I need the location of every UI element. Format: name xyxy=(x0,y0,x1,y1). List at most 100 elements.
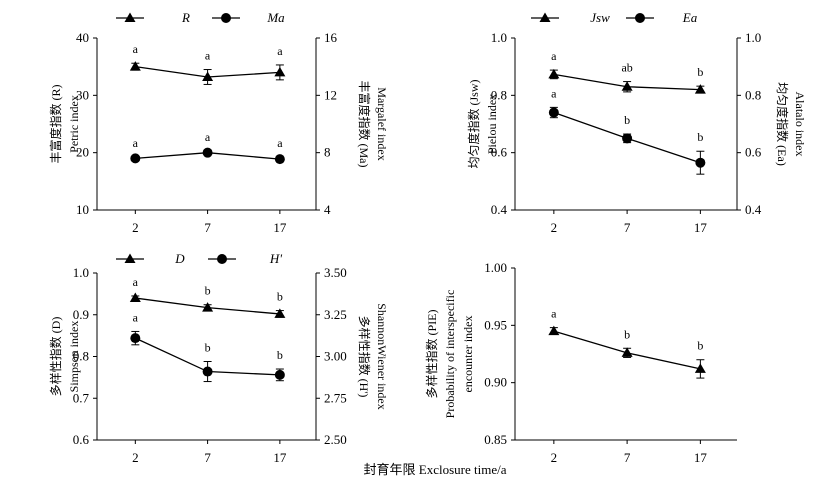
y-axis-label-left: 丰富度指数 (R) xyxy=(48,84,63,163)
significance-letter: b xyxy=(624,113,630,127)
significance-letter: a xyxy=(133,310,139,324)
y-tick-label-left: 0.90 xyxy=(484,375,507,390)
significance-letter: a xyxy=(205,130,211,144)
y-tick-label-left: 1.00 xyxy=(484,260,507,275)
legend-label: D xyxy=(174,251,185,266)
y-tick-label-right: 1.0 xyxy=(745,30,761,45)
chart-panel-2: 0.4 0.6 0.8 1.0 0.4 0.6 0.8 1.0 2 7 17 均匀度指数 (Jsw) P… xyxy=(466,10,807,235)
y-tick-label-left: 0.95 xyxy=(484,317,507,332)
data-point-circle xyxy=(695,157,706,168)
y-axis-label-left: Petric index xyxy=(67,95,81,153)
significance-letter: b xyxy=(205,284,211,298)
y-axis-label-left: 均匀度指数 (Jsw) xyxy=(466,79,481,168)
data-point-circle xyxy=(274,154,285,165)
y-tick-label-left: 0.9 xyxy=(73,307,89,322)
x-tick-label: 17 xyxy=(694,450,708,465)
legend-marker-triangle xyxy=(124,253,136,263)
data-point-triangle xyxy=(548,325,560,336)
significance-letter: ab xyxy=(621,61,632,75)
legend-label: Ea xyxy=(682,10,698,25)
data-point-triangle xyxy=(274,66,286,77)
y-tick-label-left: 0.4 xyxy=(491,202,508,217)
x-tick-label: 17 xyxy=(694,220,708,235)
y-tick-label-right: 0.4 xyxy=(745,202,762,217)
y-axis-label-right: 多样性指数 (H') xyxy=(357,316,372,398)
legend-marker-triangle xyxy=(539,12,551,22)
y-tick-label-left: 1.0 xyxy=(491,30,507,45)
y-tick-label-left: 0.8 xyxy=(491,87,507,102)
significance-letter: a xyxy=(205,49,211,63)
y-tick-label-left: 0.8 xyxy=(73,349,89,364)
y-tick-label-left: 0.85 xyxy=(484,432,507,447)
significance-letter: a xyxy=(551,49,557,63)
data-point-triangle xyxy=(548,68,560,79)
y-axis-label-left: Pielou index xyxy=(485,94,499,154)
legend-marker-circle xyxy=(217,254,227,264)
x-tick-label: 2 xyxy=(132,450,139,465)
data-point-circle xyxy=(130,333,141,344)
y-axis-label-right: Margalef index xyxy=(375,87,389,160)
x-tick-label: 2 xyxy=(551,450,558,465)
data-point-circle xyxy=(274,369,285,380)
y-tick-label-left: 0.7 xyxy=(73,390,90,405)
y-tick-label-right: 2.50 xyxy=(324,432,347,447)
significance-letter: b xyxy=(697,130,703,144)
y-axis-label-left: Probability of interspecific xyxy=(443,290,457,419)
data-point-circle xyxy=(130,153,141,164)
y-tick-label-right: 3.50 xyxy=(324,265,347,280)
y-tick-label-left: 0.6 xyxy=(491,145,508,160)
data-point-circle xyxy=(202,147,213,158)
data-point-circle xyxy=(622,133,633,144)
y-axis-label-right: Alatalo index xyxy=(793,92,807,157)
x-tick-label: 7 xyxy=(624,220,631,235)
x-tick-label: 17 xyxy=(273,220,287,235)
significance-letter: b xyxy=(205,341,211,355)
data-point-triangle xyxy=(129,292,141,303)
x-tick-label: 2 xyxy=(551,220,558,235)
significance-letter: a xyxy=(133,275,139,289)
y-axis-label-right: 均匀度指数 (Ea) xyxy=(775,82,790,166)
y-axis-label-right: ShannonWiener index xyxy=(375,303,389,410)
y-tick-label-right: 3.25 xyxy=(324,307,347,322)
y-axis-label-left: Simpson index xyxy=(67,321,81,393)
significance-letter: a xyxy=(133,136,139,150)
significance-letter: b xyxy=(697,65,703,79)
x-tick-label: 7 xyxy=(204,450,211,465)
legend-marker-triangle xyxy=(124,12,136,22)
data-point-triangle xyxy=(129,61,141,71)
legend-marker-circle xyxy=(635,13,645,23)
y-tick-label-right: 0.8 xyxy=(745,87,761,102)
y-tick-label-right: 2.75 xyxy=(324,390,347,405)
data-point-triangle xyxy=(621,81,633,91)
significance-letter: a xyxy=(551,86,557,100)
y-axis-label-left: encounter index xyxy=(461,316,475,393)
y-axis-label-left: 多样性指数 (D) xyxy=(48,317,63,397)
y-axis-label-right: 丰富度指数 (Ma) xyxy=(357,81,372,168)
chart-panel-3: 0.6 0.7 0.8 0.9 1.0 2.50 2.75 3.00 3.25 3.50 2 7 17 多… xyxy=(48,251,389,465)
y-tick-label-right: 8 xyxy=(324,145,331,160)
significance-letter: a xyxy=(277,44,283,58)
legend-label: Jsw xyxy=(590,10,610,25)
data-point-circle xyxy=(548,107,559,118)
legend-label: H' xyxy=(269,251,282,266)
y-tick-label-left: 10 xyxy=(76,202,89,217)
y-tick-label-left: 40 xyxy=(76,30,89,45)
y-tick-label-left: 0.6 xyxy=(73,432,90,447)
chart-panel-1: 10 20 30 40 4 8 12 16 2 7 17 丰富度指数 (R) Petric index 丰… xyxy=(48,10,389,235)
y-tick-label-right: 4 xyxy=(324,202,331,217)
significance-letter: a xyxy=(551,307,557,321)
y-axis-label-left: 多样性指数 (PIE) xyxy=(424,310,439,399)
y-tick-label-left: 30 xyxy=(76,87,89,102)
significance-letter: a xyxy=(133,42,139,56)
x-tick-label: 7 xyxy=(204,220,211,235)
legend-label: R xyxy=(181,10,190,25)
x-tick-label: 2 xyxy=(132,220,139,235)
data-point-triangle xyxy=(694,363,706,373)
y-tick-label-left: 1.0 xyxy=(73,265,89,280)
data-point-triangle xyxy=(694,84,706,94)
y-tick-label-right: 3.00 xyxy=(324,349,347,364)
data-point-circle xyxy=(202,366,213,377)
x-tick-label: 7 xyxy=(624,450,631,465)
significance-letter: b xyxy=(277,290,283,304)
